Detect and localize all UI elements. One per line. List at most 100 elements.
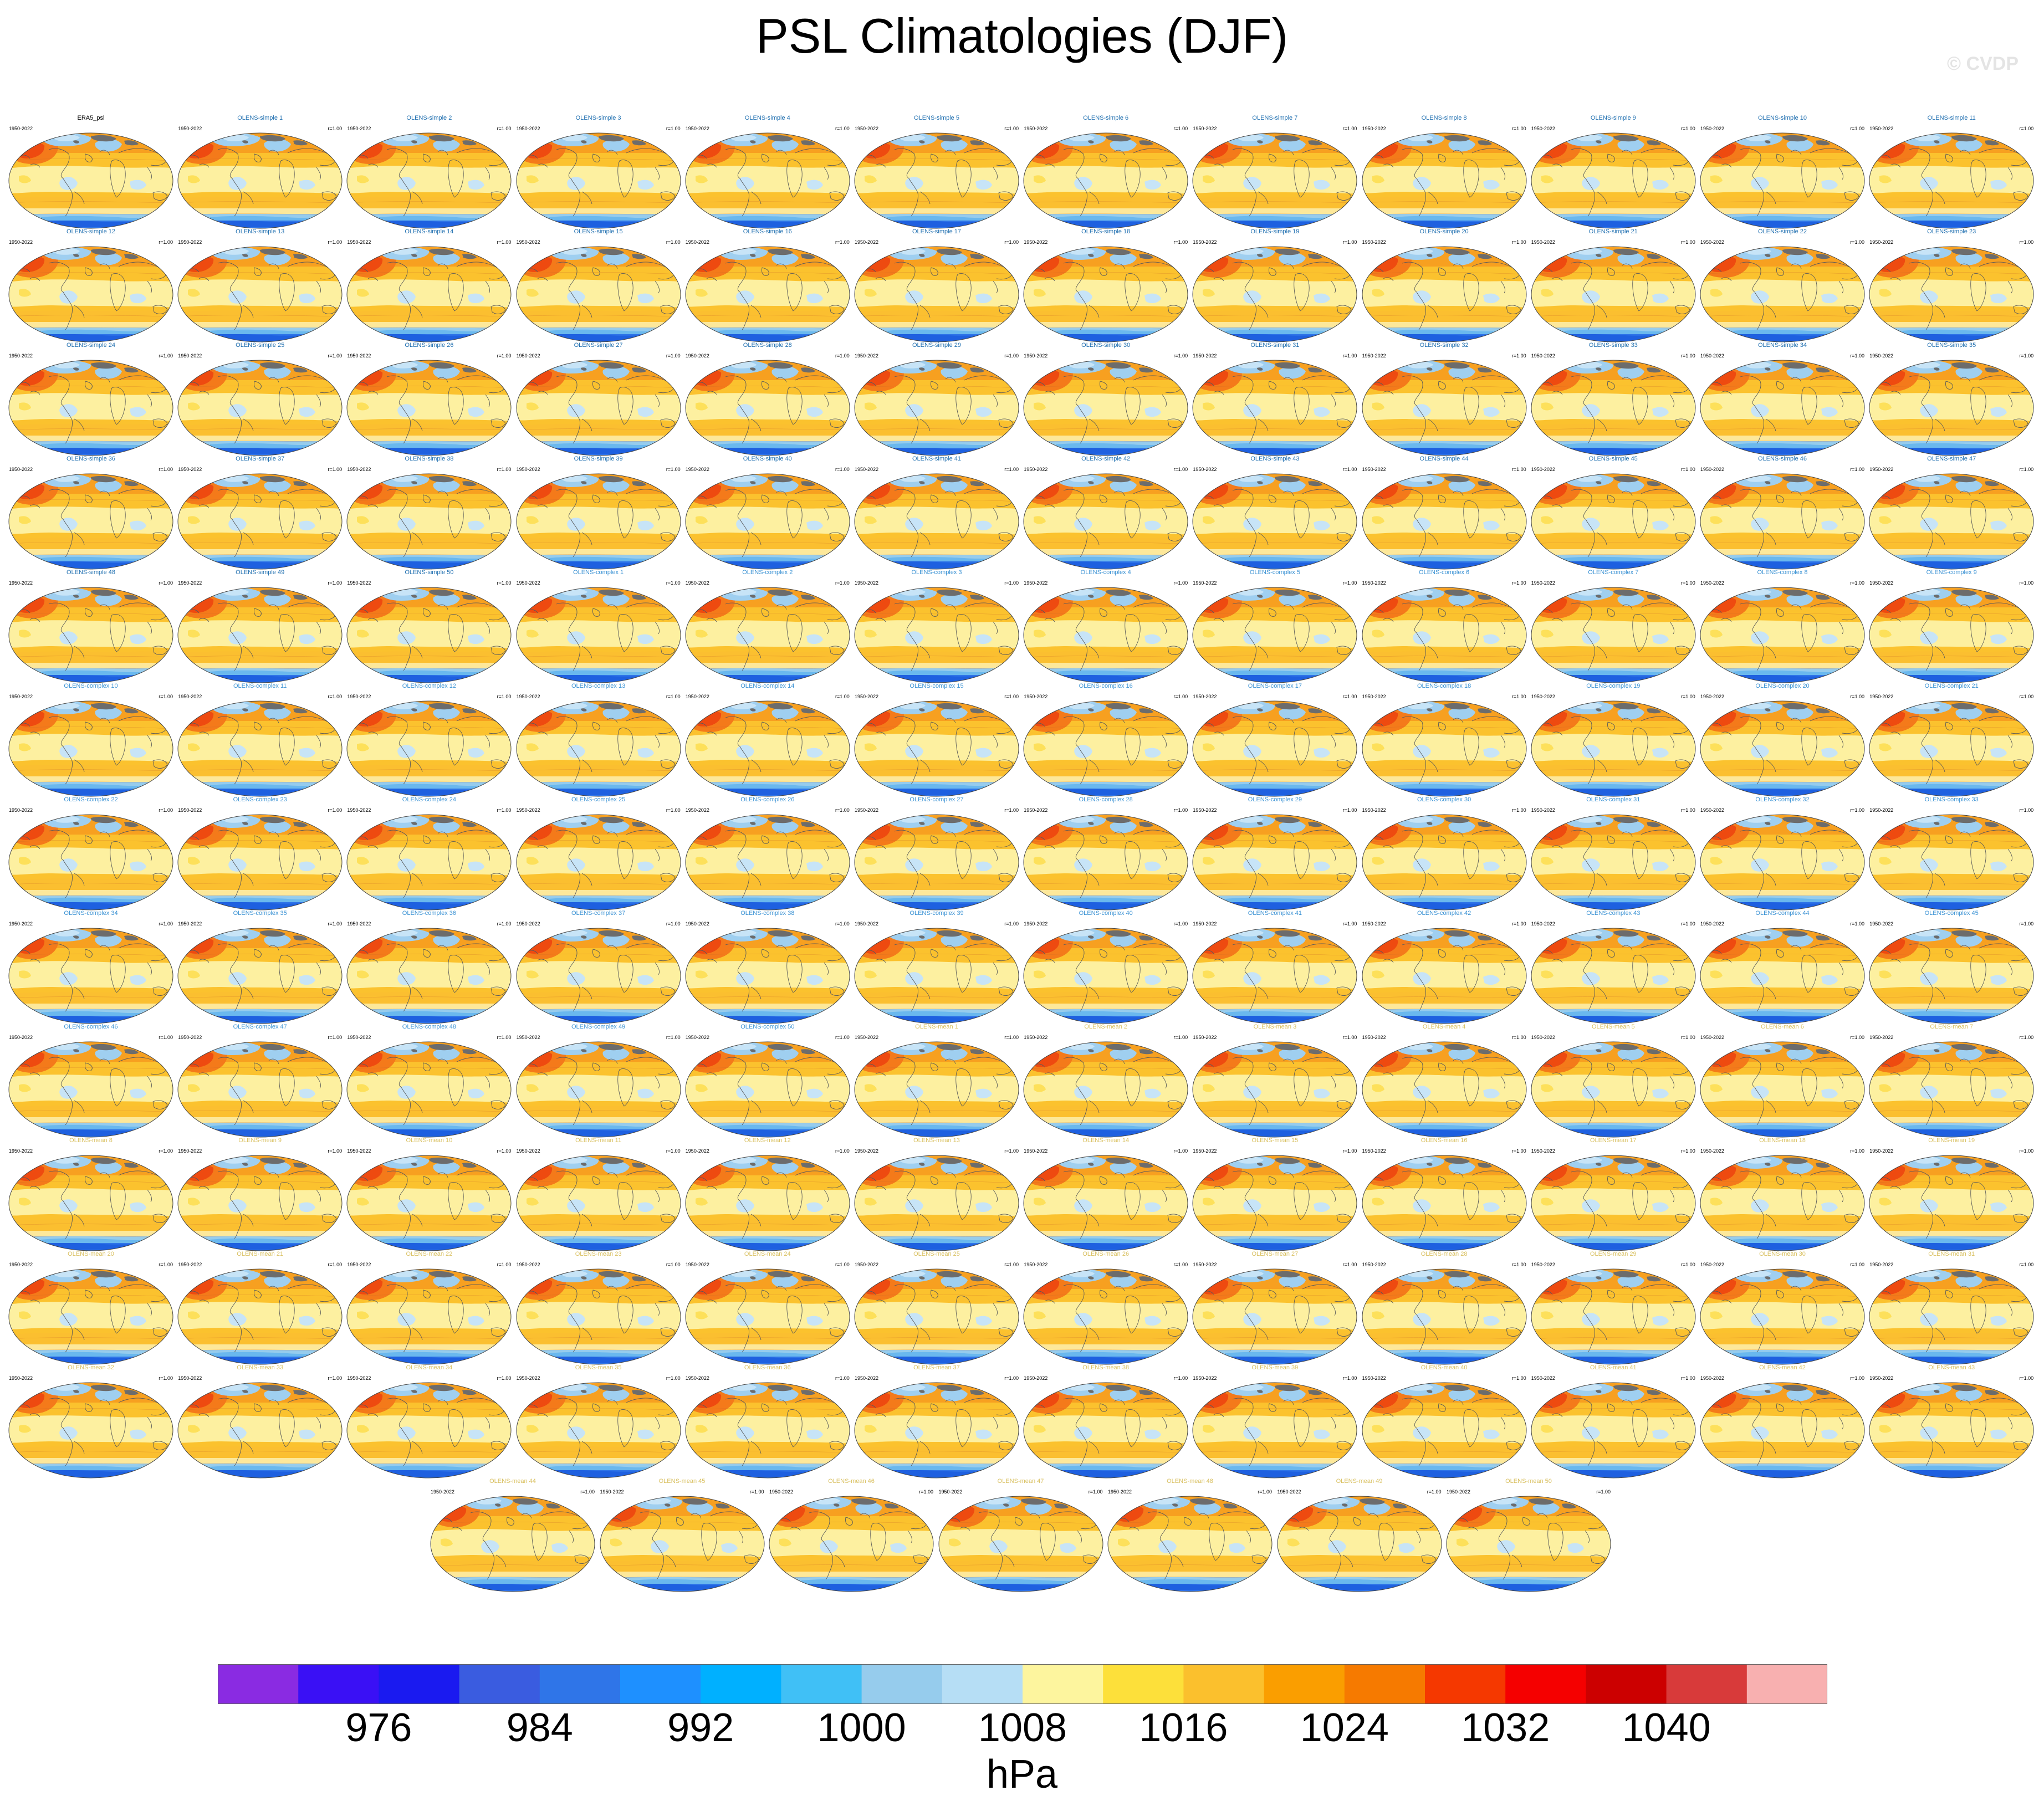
psl-map xyxy=(1362,1155,1527,1251)
map-border xyxy=(1362,1041,1527,1138)
map-border xyxy=(1869,132,2034,229)
panel-years: 1950-2022 xyxy=(1193,1148,1217,1154)
map-panel: OLENS-mean 20 1950-2022 r=1.00 xyxy=(8,1251,174,1365)
panel-title: OLENS-complex 35 xyxy=(233,910,287,917)
map-border xyxy=(516,246,681,342)
psl-map xyxy=(177,928,343,1024)
panel-title: OLENS-simple 19 xyxy=(1250,228,1300,235)
map-border xyxy=(685,1382,850,1478)
panel-title: OLENS-mean 34 xyxy=(406,1364,453,1371)
panel-title: OLENS-mean 8 xyxy=(69,1137,113,1144)
panel-years: 1950-2022 xyxy=(855,239,879,245)
psl-map xyxy=(1700,1041,1865,1138)
psl-map xyxy=(8,1041,173,1138)
panel-years: 1950-2022 xyxy=(9,807,33,813)
panel-years: 1950-2022 xyxy=(516,1148,540,1154)
panel-years: 1950-2022 xyxy=(347,1035,371,1040)
panel-correlation: r=1.00 xyxy=(835,1148,850,1154)
panel-years: 1950-2022 xyxy=(1869,807,1894,813)
panel-correlation: r=1.00 xyxy=(1681,1262,1695,1267)
map-panel: OLENS-mean 46 1950-2022 r=1.00 xyxy=(768,1478,934,1592)
map-panel: OLENS-complex 15 1950-2022 r=1.00 xyxy=(854,683,1020,797)
psl-map xyxy=(177,700,343,797)
map-border xyxy=(854,1268,1019,1365)
panel-years: 1950-2022 xyxy=(1024,1262,1048,1267)
map-panel: OLENS-mean 40 1950-2022 r=1.00 xyxy=(1361,1364,1527,1478)
map-panel: OLENS-complex 42 1950-2022 r=1.00 xyxy=(1361,910,1527,1024)
panel-years: 1950-2022 xyxy=(685,694,709,699)
map-panel: OLENS-complex 25 1950-2022 r=1.00 xyxy=(515,796,682,910)
panel-correlation: r=1.00 xyxy=(1850,921,1864,927)
panel-years: 1950-2022 xyxy=(516,807,540,813)
map-panel: OLENS-complex 44 1950-2022 r=1.00 xyxy=(1699,910,1866,1024)
colorbar-tick-label: 1032 xyxy=(1461,1706,1550,1750)
panel-years: 1950-2022 xyxy=(855,580,879,586)
map-border xyxy=(1362,132,1527,229)
panel-title: OLENS-simple 38 xyxy=(405,456,454,462)
map-border xyxy=(1023,700,1188,797)
psl-map xyxy=(346,700,512,797)
panel-correlation: r=1.00 xyxy=(1342,807,1357,813)
psl-map xyxy=(1700,132,1865,229)
panel-title: OLENS-mean 26 xyxy=(1082,1251,1130,1257)
panel-years: 1950-2022 xyxy=(1531,580,1555,586)
panel-years: 1950-2022 xyxy=(685,1035,709,1040)
map-panel: OLENS-complex 33 1950-2022 r=1.00 xyxy=(1868,796,2035,910)
psl-map xyxy=(8,132,173,229)
map-panel: OLENS-simple 41 1950-2022 r=1.00 xyxy=(854,456,1020,570)
map-panel: OLENS-complex 1 1950-2022 r=1.00 xyxy=(515,569,682,683)
psl-map xyxy=(1362,700,1527,797)
psl-map xyxy=(346,1155,512,1251)
panel-correlation: r=1.00 xyxy=(159,467,173,472)
map-panel: OLENS-mean 32 1950-2022 r=1.00 xyxy=(8,1364,174,1478)
panel-title: OLENS-simple 22 xyxy=(1757,228,1807,235)
map-border xyxy=(1531,814,1696,910)
panel-title: OLENS-mean 39 xyxy=(1251,1364,1299,1371)
panel-title: OLENS-complex 20 xyxy=(1755,683,1810,689)
panel-title: OLENS-simple 42 xyxy=(1081,456,1131,462)
panel-title: OLENS-simple 49 xyxy=(236,569,285,576)
map-border xyxy=(938,1496,1103,1592)
map-panel: OLENS-mean 33 1950-2022 r=1.00 xyxy=(177,1364,343,1478)
psl-map xyxy=(1192,1382,1357,1478)
panel-title: OLENS-complex 10 xyxy=(64,683,118,689)
map-border xyxy=(1192,132,1357,229)
panel-years: 1950-2022 xyxy=(855,1035,879,1040)
panel-years: 1950-2022 xyxy=(1869,126,1894,131)
map-border xyxy=(1192,1041,1357,1138)
psl-map xyxy=(346,814,512,910)
panel-correlation: r=1.00 xyxy=(835,807,850,813)
map-border xyxy=(1023,1382,1188,1478)
psl-map xyxy=(177,132,343,229)
map-panel: OLENS-simple 14 1950-2022 r=1.00 xyxy=(346,228,512,342)
panel-correlation: r=1.00 xyxy=(919,1489,933,1495)
psl-map xyxy=(346,587,512,683)
panel-years: 1950-2022 xyxy=(1869,467,1894,472)
psl-map xyxy=(1531,360,1696,456)
map-panel: OLENS-simple 7 1950-2022 r=1.00 xyxy=(1192,115,1358,229)
panel-title: OLENS-mean 47 xyxy=(997,1478,1044,1485)
panel-correlation: r=1.00 xyxy=(1173,921,1188,927)
panel-correlation: r=1.00 xyxy=(2019,239,2034,245)
psl-map xyxy=(854,473,1019,570)
map-border xyxy=(854,1382,1019,1478)
watermark: © CVDP xyxy=(1947,53,2019,74)
psl-map xyxy=(177,587,343,683)
panel-years: 1950-2022 xyxy=(347,694,371,699)
panel-correlation: r=1.00 xyxy=(666,921,681,927)
panel-correlation: r=1.00 xyxy=(1173,467,1188,472)
panel-correlation: r=1.00 xyxy=(749,1489,764,1495)
psl-map xyxy=(1362,1041,1527,1138)
map-panel: OLENS-simple 49 1950-2022 r=1.00 xyxy=(177,569,343,683)
map-panel: OLENS-mean 34 1950-2022 r=1.00 xyxy=(346,1364,512,1478)
psl-map xyxy=(1192,132,1357,229)
panel-title: OLENS-mean 19 xyxy=(1928,1137,1975,1144)
panel-title: OLENS-simple 34 xyxy=(1757,342,1807,349)
panel-correlation: r=1.00 xyxy=(1342,1035,1357,1040)
psl-map xyxy=(600,1496,764,1592)
panel-title: OLENS-mean 22 xyxy=(406,1251,453,1257)
psl-map xyxy=(1531,928,1696,1024)
psl-map xyxy=(346,360,512,456)
map-border xyxy=(685,246,850,342)
panel-title: OLENS-complex 39 xyxy=(909,910,964,917)
